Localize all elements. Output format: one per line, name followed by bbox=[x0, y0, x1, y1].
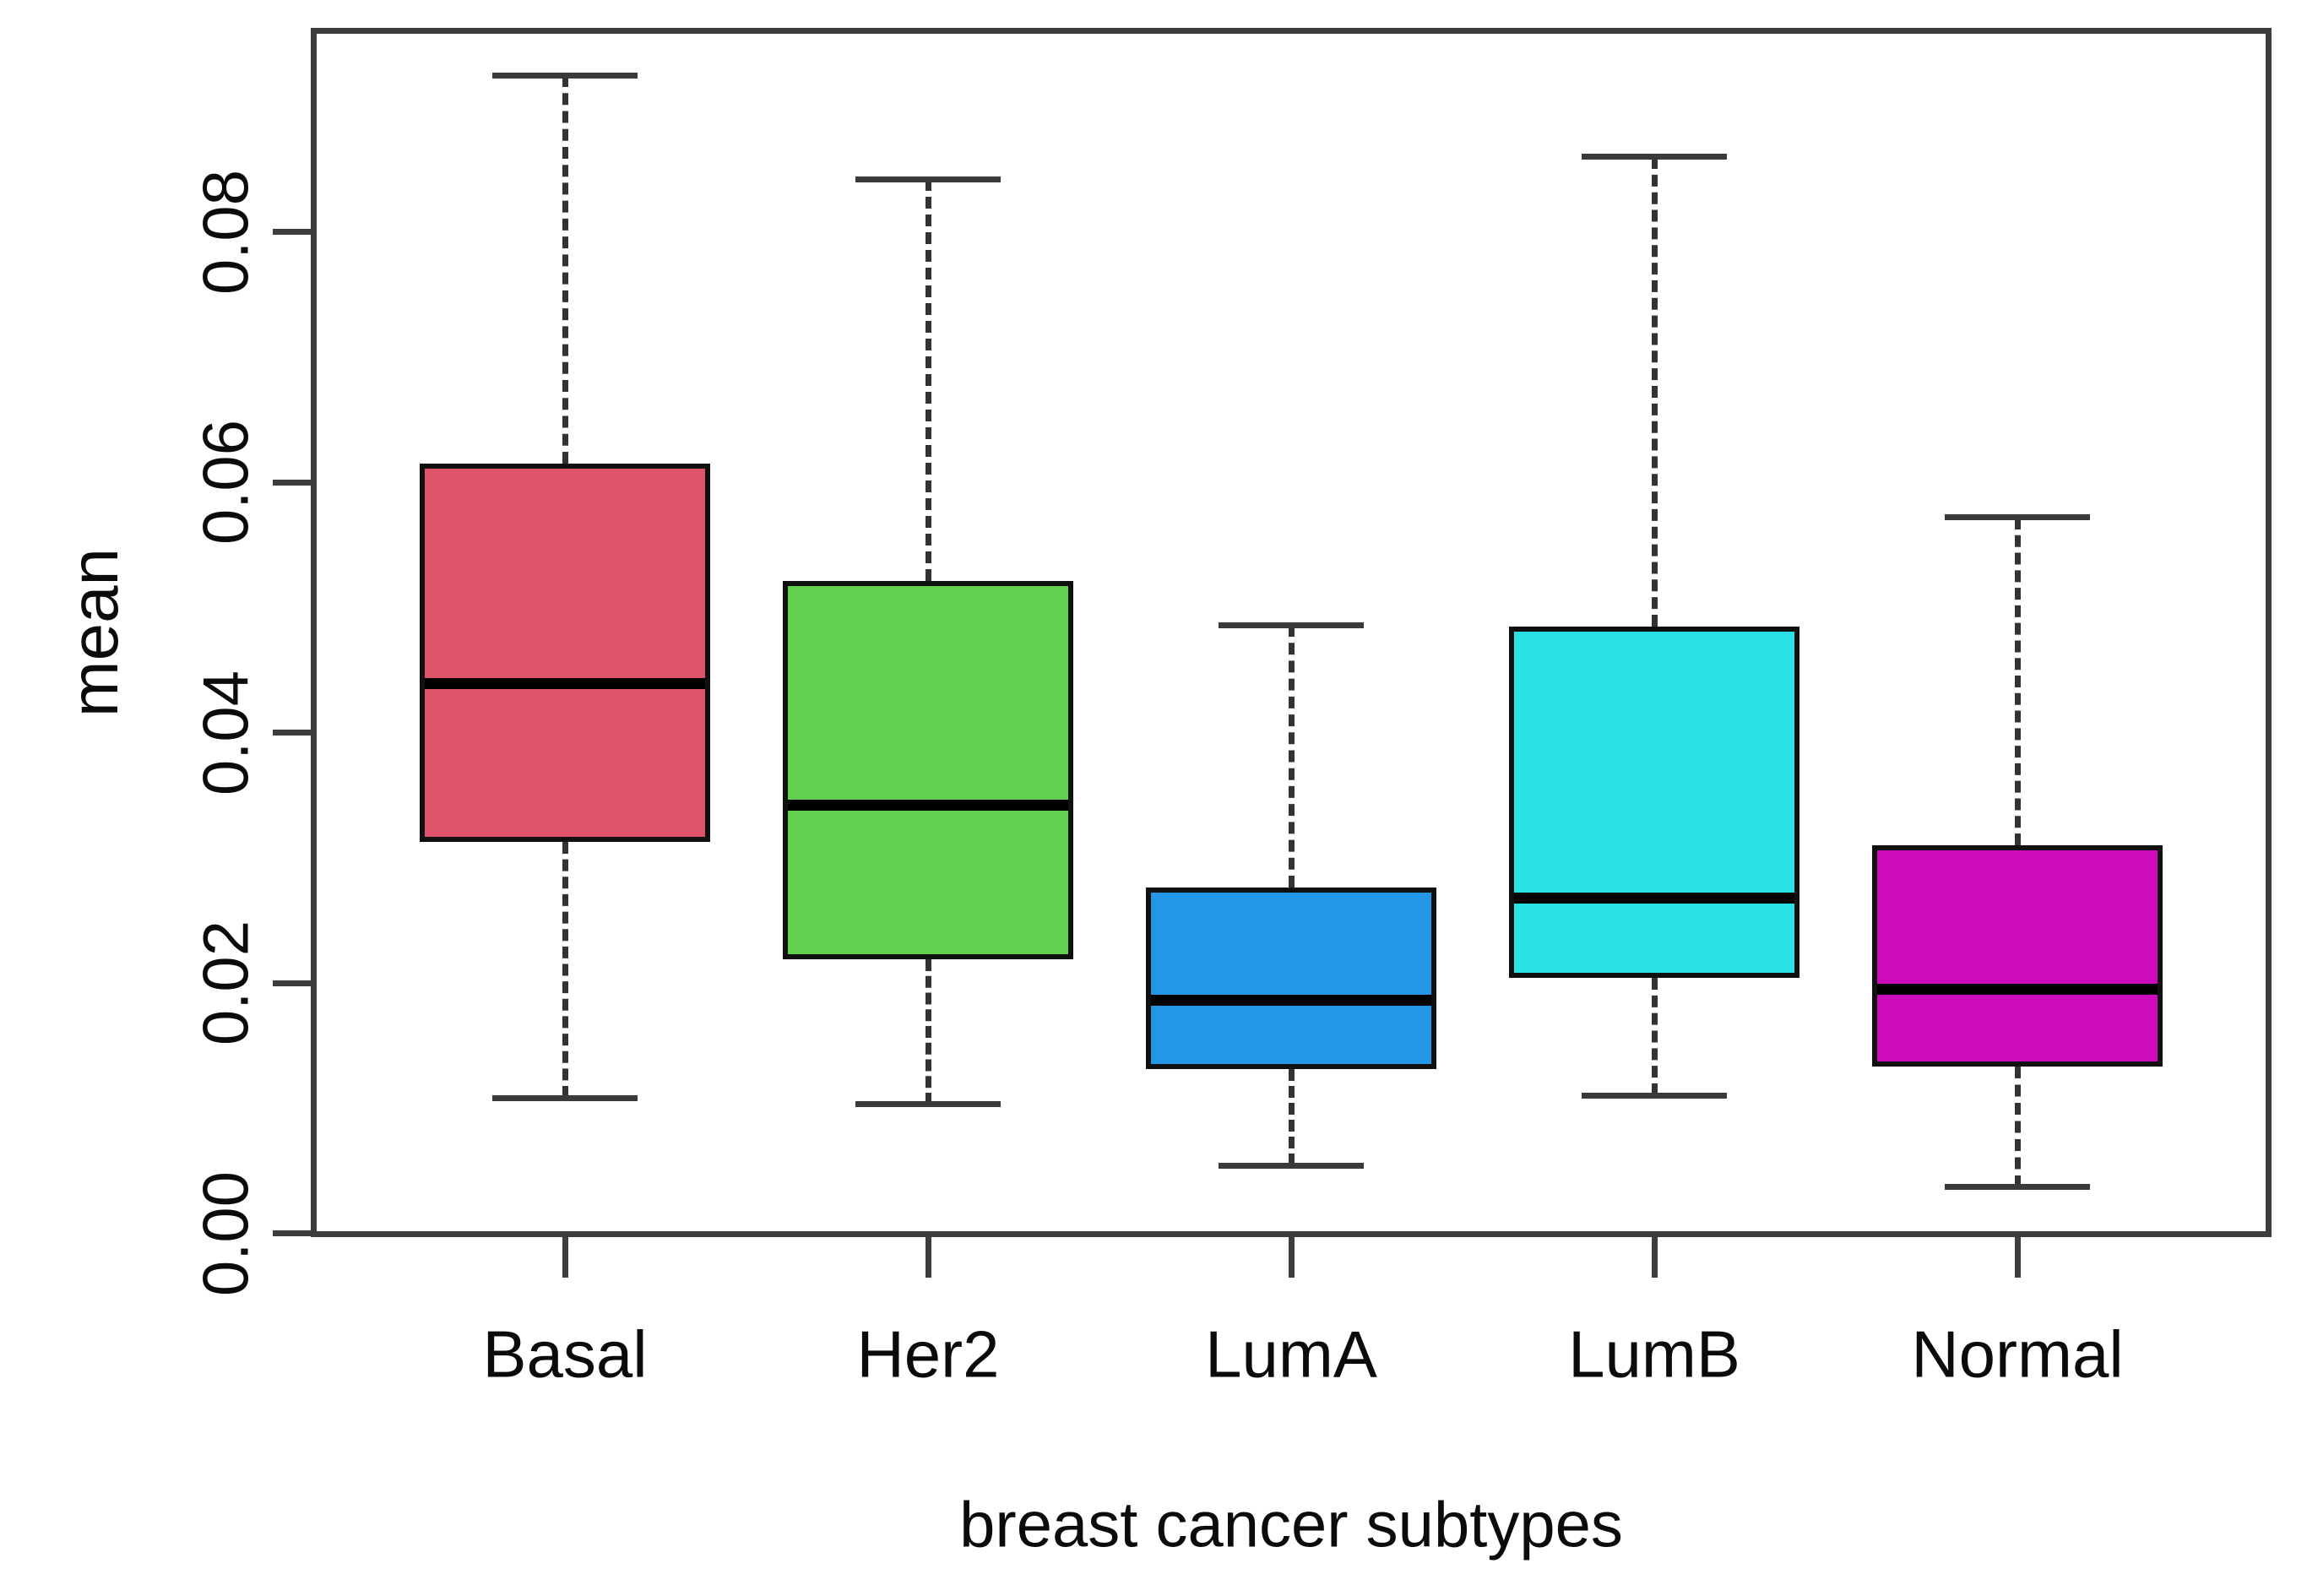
lower-whisker-basal bbox=[562, 841, 568, 1099]
x-axis-tick-basal bbox=[562, 1237, 568, 1278]
upper-whisker-lumb bbox=[1651, 156, 1658, 627]
x-axis-label-her2: Her2 bbox=[856, 1316, 1000, 1392]
median-line-luma bbox=[1151, 995, 1431, 1007]
y-axis-tick-label: 0.02 bbox=[190, 920, 263, 1046]
upper-whisker-basal bbox=[562, 75, 568, 464]
x-axis-tick-luma bbox=[1288, 1237, 1295, 1278]
y-axis-tick-label: 0.06 bbox=[190, 420, 263, 546]
upper-whisker-cap-basal bbox=[492, 72, 638, 79]
y-axis-tick bbox=[273, 1230, 311, 1237]
box-luma bbox=[1146, 888, 1436, 1070]
y-axis-tick-label: 0.04 bbox=[190, 670, 263, 795]
lower-whisker-cap-her2 bbox=[855, 1101, 1001, 1108]
x-axis-label-luma: LumA bbox=[1205, 1316, 1377, 1392]
upper-whisker-luma bbox=[1288, 625, 1295, 888]
box-lumb bbox=[1509, 626, 1799, 979]
upper-whisker-cap-her2 bbox=[855, 176, 1001, 182]
y-axis-tick-label: 0.00 bbox=[190, 1170, 263, 1296]
upper-whisker-her2 bbox=[925, 179, 931, 582]
median-line-her2 bbox=[788, 800, 1068, 812]
y-axis-tick bbox=[273, 980, 311, 986]
lower-whisker-luma bbox=[1288, 1069, 1295, 1166]
median-line-normal bbox=[1877, 983, 2158, 995]
x-axis-tick-her2 bbox=[925, 1237, 931, 1278]
lower-whisker-cap-luma bbox=[1219, 1163, 1364, 1169]
x-axis-tick-normal bbox=[2014, 1237, 2021, 1278]
box-normal bbox=[1872, 845, 2163, 1067]
lower-whisker-cap-lumb bbox=[1582, 1092, 1727, 1099]
y-axis-tick bbox=[273, 479, 311, 486]
x-axis-label-basal: Basal bbox=[482, 1316, 648, 1392]
upper-whisker-cap-normal bbox=[1945, 514, 2090, 521]
box-her2 bbox=[783, 581, 1073, 959]
upper-whisker-normal bbox=[2014, 517, 2021, 845]
x-axis-label-normal: Normal bbox=[1911, 1316, 2124, 1392]
y-axis-tick-label: 0.08 bbox=[190, 169, 263, 295]
lower-whisker-cap-normal bbox=[1945, 1184, 2090, 1191]
y-axis-tick bbox=[273, 730, 311, 736]
lower-whisker-lumb bbox=[1651, 978, 1658, 1096]
y-axis-title: mean bbox=[57, 547, 132, 718]
x-axis-title: breast cancer subtypes bbox=[959, 1489, 1623, 1561]
lower-whisker-normal bbox=[2014, 1067, 2021, 1187]
median-line-lumb bbox=[1514, 892, 1794, 904]
median-line-basal bbox=[425, 678, 705, 690]
box-basal bbox=[420, 463, 710, 842]
upper-whisker-cap-lumb bbox=[1582, 154, 1727, 160]
x-axis-tick-lumb bbox=[1651, 1237, 1658, 1278]
y-axis-tick bbox=[273, 229, 311, 236]
upper-whisker-cap-luma bbox=[1219, 622, 1364, 628]
x-axis-label-lumb: LumB bbox=[1568, 1316, 1740, 1392]
lower-whisker-her2 bbox=[925, 958, 931, 1105]
lower-whisker-cap-basal bbox=[492, 1094, 638, 1101]
